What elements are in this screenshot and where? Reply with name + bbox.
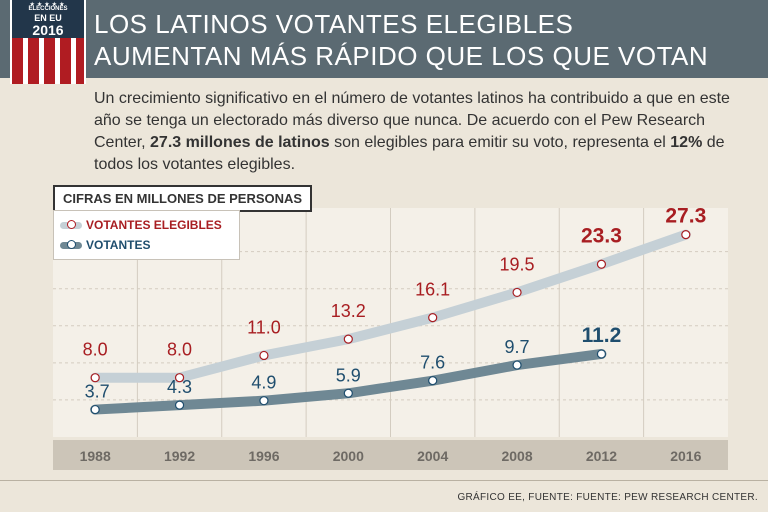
data-point [259, 350, 269, 361]
x-tick-label: 1996 [248, 448, 279, 464]
intro-highlight: 27.3 millones de latinos [150, 134, 330, 151]
data-point [596, 259, 607, 269]
data-point [259, 396, 269, 406]
data-label: 3.7 [85, 382, 110, 402]
legend-swatch-voters [60, 240, 82, 250]
data-point [174, 400, 185, 410]
intro-text: Un crecimiento significativo en el númer… [94, 90, 730, 151]
data-point [343, 388, 353, 398]
data-label: 7.6 [420, 353, 445, 373]
badge-year: 2016 [32, 22, 64, 38]
data-point [90, 404, 100, 415]
data-point [90, 373, 100, 383]
data-label: 4.9 [251, 373, 276, 393]
x-tick-label: 2000 [333, 448, 364, 464]
legend-title: CIFRAS EN MILLONES DE PERSONAS [53, 185, 313, 212]
data-label: 8.0 [83, 340, 108, 360]
badge-label: ELECCIONES [28, 6, 68, 12]
data-label: 19.5 [500, 254, 535, 274]
x-tick-label: 1988 [80, 448, 111, 464]
x-tick-label: 2016 [670, 448, 701, 464]
legend-swatch-eligible [60, 220, 82, 230]
data-label: 5.9 [336, 365, 361, 385]
source-credit: GRÁFICO EE, FUENTE: FUENTE: PEW RESEARCH… [457, 492, 758, 503]
x-tick-label: 2008 [501, 448, 532, 464]
page-title: LOS LATINOS VOTANTES ELEGIBLES AUMENTAN … [94, 8, 764, 72]
legend-item-voters: VOTANTES [60, 238, 150, 252]
x-axis-band [53, 440, 728, 470]
data-point [681, 230, 691, 240]
badge-label: EN EU [34, 13, 62, 23]
data-label: 11.2 [582, 324, 622, 347]
data-label: 11.0 [247, 317, 281, 337]
data-point [512, 287, 522, 298]
data-label: 23.3 [581, 224, 622, 247]
header-bar: ★★★★★ ELECCIONES EN EU 2016 LOS LATINOS … [0, 0, 768, 84]
intro-paragraph: Un crecimiento significativo en el númer… [94, 88, 754, 176]
intro-text: de todos los votantes elegibles. [94, 134, 725, 173]
badge-stars: ★★★★★ [29, 2, 67, 8]
data-label: 8.0 [167, 340, 192, 360]
legend-label-voters: VOTANTES [86, 238, 151, 252]
data-point [428, 376, 438, 386]
footer-divider [0, 480, 768, 481]
intro-text: son elegibles para emitir su voto, repre… [329, 134, 671, 151]
data-label: 16.1 [415, 280, 450, 300]
flag-stripes-icon [12, 38, 84, 84]
x-tick-label: 1992 [164, 448, 195, 464]
legend-item-eligible: VOTANTES ELEGIBLES [60, 218, 222, 232]
election-badge: ★★★★★ ELECCIONES EN EU 2016 [10, 0, 86, 84]
data-label: 4.3 [167, 377, 192, 397]
data-label: 27.3 [665, 205, 706, 228]
data-label: 9.7 [505, 337, 530, 357]
title-line-1: LOS LATINOS VOTANTES ELEGIBLES [94, 9, 574, 39]
title-line-2: AUMENTAN MÁS RÁPIDO QUE LOS QUE VOTAN [94, 41, 709, 71]
x-tick-label: 2012 [586, 448, 617, 464]
data-label: 13.2 [331, 301, 366, 321]
legend: VOTANTES ELEGIBLES VOTANTES [53, 210, 240, 260]
data-point [343, 334, 353, 344]
data-point [596, 349, 607, 359]
series-line-eligible [90, 229, 691, 383]
data-point [512, 360, 522, 370]
data-point [174, 373, 185, 383]
data-point [428, 313, 438, 323]
intro-highlight: 12% [670, 134, 703, 151]
legend-label-eligible: VOTANTES ELEGIBLES [86, 218, 222, 232]
x-tick-label: 2004 [417, 448, 448, 464]
